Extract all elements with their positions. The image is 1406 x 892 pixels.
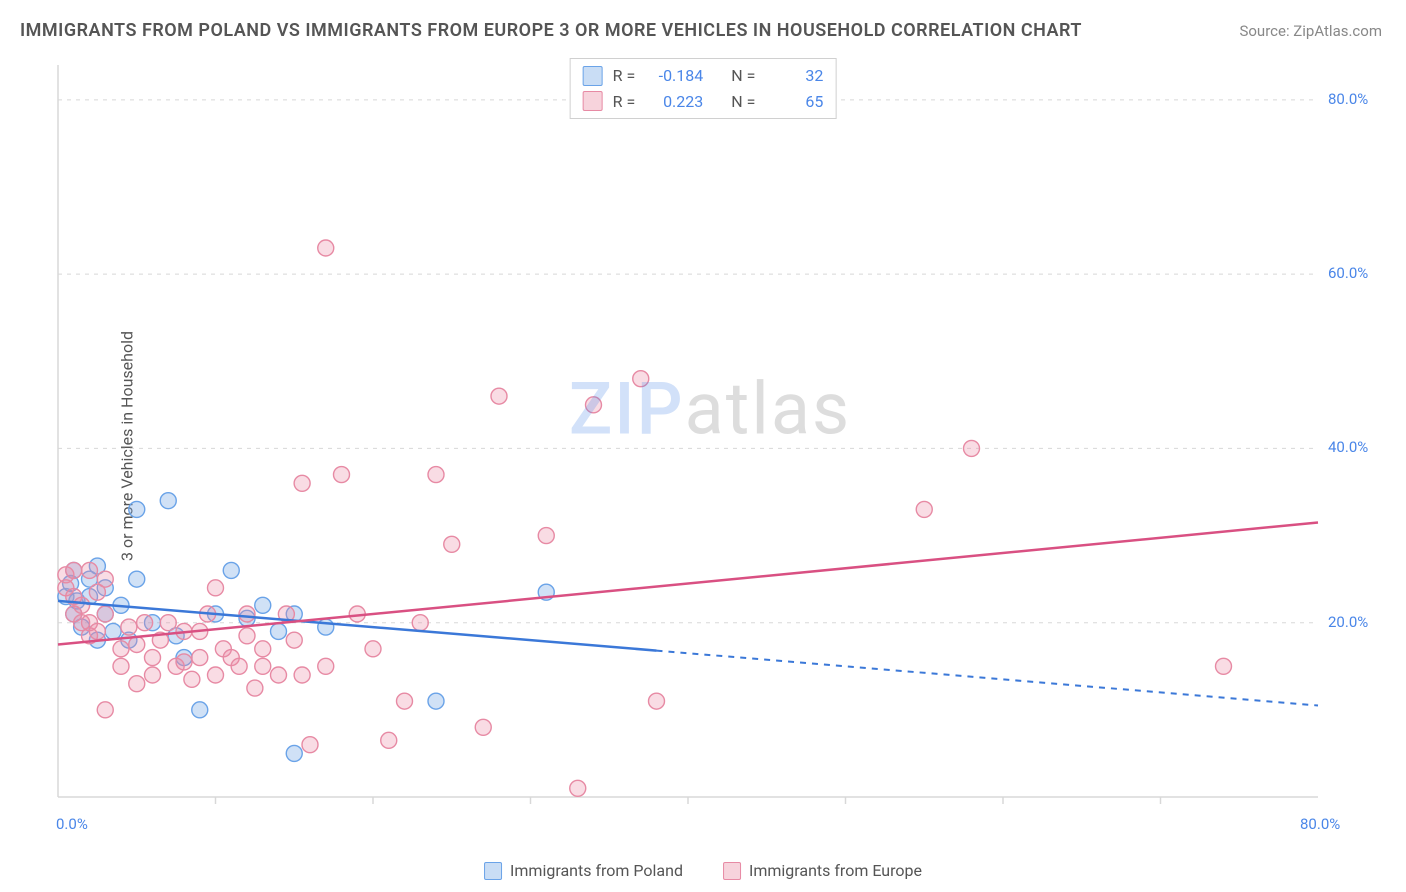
chart-plot-area: ZIPatlas: [50, 55, 1370, 825]
legend-label-poland: Immigrants from Poland: [510, 861, 683, 880]
legend-swatch-poland: [484, 862, 502, 880]
stats-r-label: R =: [613, 89, 636, 115]
stats-row-europe: R = 0.223 N = 65: [583, 89, 824, 115]
legend-label-europe: Immigrants from Europe: [749, 861, 922, 880]
legend-swatch-europe: [723, 862, 741, 880]
stats-r-value-europe: 0.223: [645, 89, 703, 115]
stats-r-label: R =: [613, 63, 636, 89]
y-tick-label: 40.0%: [1328, 438, 1368, 456]
stats-n-label: N =: [731, 63, 755, 89]
stats-n-value-poland: 32: [765, 63, 823, 89]
legend-item-poland: Immigrants from Poland: [484, 861, 683, 880]
stats-r-value-poland: -0.184: [645, 63, 703, 89]
legend: Immigrants from Poland Immigrants from E…: [484, 861, 922, 880]
x-tick-label: 0.0%: [56, 815, 88, 833]
stats-swatch-poland: [583, 66, 603, 86]
stats-swatch-europe: [583, 91, 603, 111]
x-tick-label: 80.0%: [1300, 815, 1340, 833]
y-tick-label: 80.0%: [1328, 90, 1368, 108]
correlation-stats-box: R = -0.184 N = 32 R = 0.223 N = 65: [570, 58, 837, 119]
chart-title: IMMIGRANTS FROM POLAND VS IMMIGRANTS FRO…: [20, 20, 1082, 41]
source-citation: Source: ZipAtlas.com: [1239, 22, 1382, 40]
stats-n-label: N =: [731, 89, 755, 115]
y-tick-label: 60.0%: [1328, 264, 1368, 282]
stats-row-poland: R = -0.184 N = 32: [583, 63, 824, 89]
stats-n-value-europe: 65: [765, 89, 823, 115]
legend-item-europe: Immigrants from Europe: [723, 861, 922, 880]
scatter-chart-svg: [50, 55, 1370, 825]
y-tick-label: 20.0%: [1328, 613, 1368, 631]
